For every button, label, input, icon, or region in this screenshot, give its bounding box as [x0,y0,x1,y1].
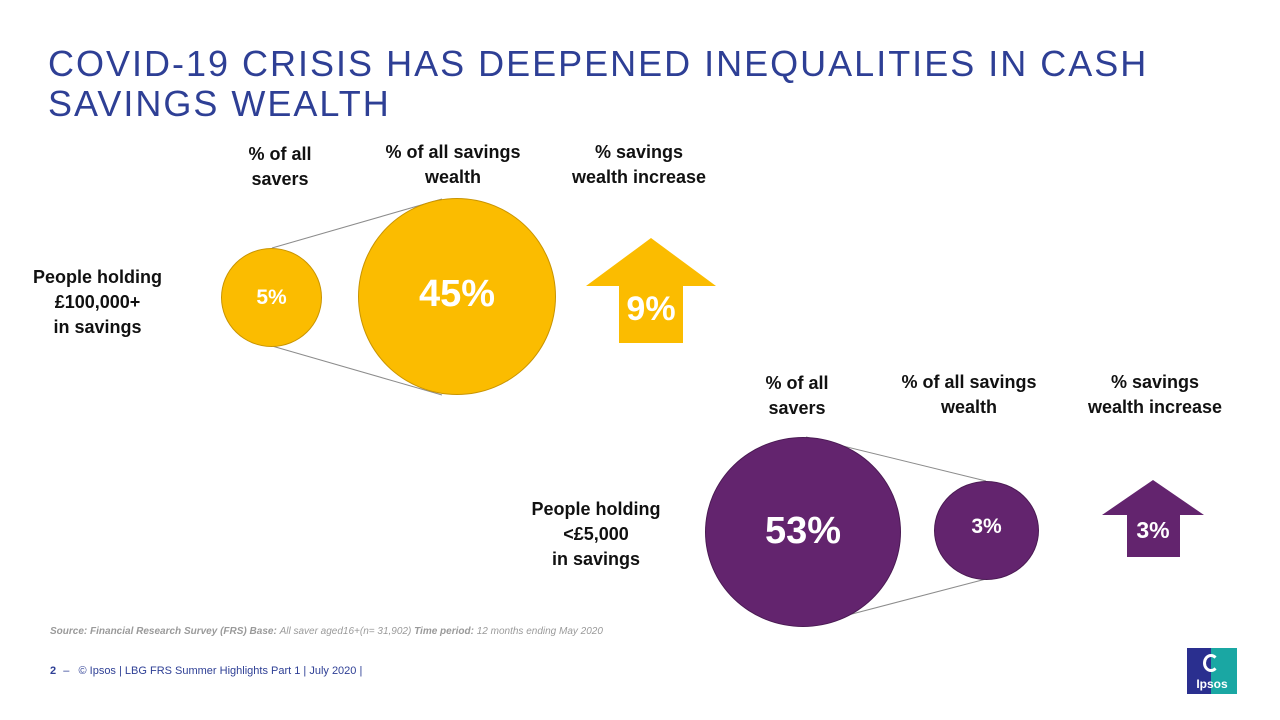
top-connector-lower [271,345,443,396]
logo-mark-icon [1203,654,1219,672]
bottom-col-wealth-line-2: wealth [940,397,997,417]
bottom-col-increase-line-1: % savings [1110,372,1200,392]
bottom-col-wealth-header: % of all savings wealth [884,370,1054,420]
bottom-row-label: People holding <£5,000 in savings [510,497,682,572]
top-col-savers-header: % of all savers [210,142,350,192]
bottom-col-increase-header: % savings wealth increase [1075,370,1235,420]
top-col-wealth-line-2: wealth [424,167,481,187]
bottom-col-increase-line-2: wealth increase [1087,397,1223,417]
top-col-savers-line-2: savers [251,169,309,189]
bottom-savers-circle: 53% [705,437,901,627]
bottom-col-savers-header: % of all savers [727,371,867,421]
top-wealth-circle: 45% [358,198,556,395]
top-row-label-line-2: £100,000+ [54,292,141,312]
top-col-increase-line-1: % savings [594,142,684,162]
page-number: 2 [50,665,57,677]
title-line-2: SAVINGS WEALTH [48,83,391,124]
bottom-increase-arrow-icon [1102,480,1204,557]
top-increase-arrow-icon [586,238,716,343]
period-text: 12 months ending May 2020 [476,626,603,637]
source-note: Source: Financial Research Survey (FRS) … [50,626,603,637]
top-col-wealth-line-1: % of all savings [385,142,521,162]
footer: 2 – © Ipsos | LBG FRS Summer Highlights … [50,665,362,677]
bottom-row-label-line-1: People holding [531,499,661,519]
top-increase-value: 9% [626,290,676,328]
title-line-1: COVID-19 CRISIS HAS DEEPENED INEQUALITIE… [48,43,1149,84]
top-wealth-value: 45% [418,273,496,315]
top-savers-circle: 5% [221,248,322,347]
base-label: Base: [249,626,277,637]
bottom-increase-value: 3% [1136,517,1170,543]
bottom-col-wealth-line-1: % of all savings [901,372,1037,392]
top-row-label-line-3: in savings [53,317,142,337]
top-col-savers-line-1: % of all [248,144,312,164]
bottom-row-label-line-2: <£5,000 [563,524,629,544]
logo-wordmark: Ipsos [1196,677,1228,691]
top-savers-value: 5% [256,285,287,309]
top-col-increase-header: % savings wealth increase [559,140,719,190]
top-row-label-line-1: People holding [33,267,162,287]
bottom-wealth-circle: 3% [934,481,1039,580]
source-label: Source: [50,626,88,637]
slide-title: COVID-19 CRISIS HAS DEEPENED INEQUALITIE… [48,44,1228,124]
bottom-row-label-line-3: in savings [551,549,641,569]
base-text: All saver aged16+(n= 31,902) [279,626,412,637]
top-row-label: People holding £100,000+ in savings [10,265,185,340]
bottom-col-savers-line-1: % of all [765,373,829,393]
footer-dash: – [63,665,70,677]
period-label: Time period: [414,626,474,637]
top-col-increase-line-2: wealth increase [571,167,707,187]
footer-text: © Ipsos | LBG FRS Summer Highlights Part… [78,665,363,677]
bottom-savers-value: 53% [764,509,842,552]
bottom-col-savers-line-2: savers [768,398,826,418]
bottom-wealth-value: 3% [971,514,1002,538]
top-col-wealth-header: % of all savings wealth [368,140,538,190]
ipsos-logo: Ipsos [1187,648,1237,694]
source-text: Financial Research Survey (FRS) [90,626,247,637]
